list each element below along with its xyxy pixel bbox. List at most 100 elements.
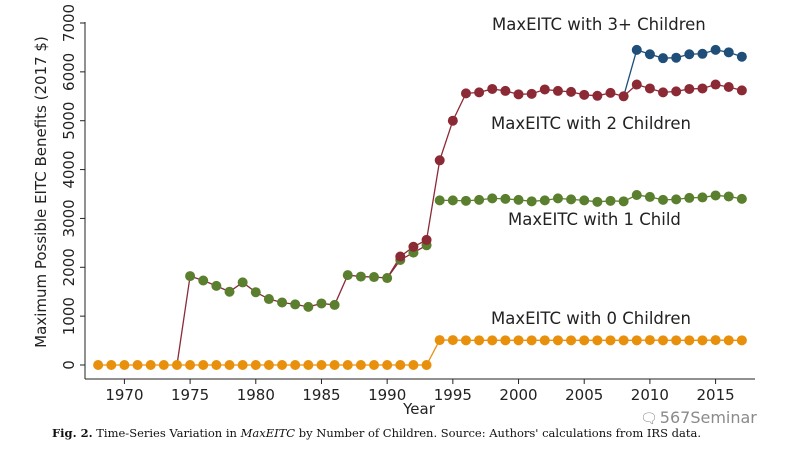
data-point [552,193,563,204]
data-point [552,85,563,96]
data-point [290,360,301,370]
x-tick-label: 2000 [499,386,537,404]
data-point [342,360,353,370]
data-point [658,194,669,205]
data-point [408,360,419,370]
data-point [592,90,603,101]
data-point [447,195,458,206]
data-point [684,83,695,94]
x-tick-label: 2010 [631,386,669,404]
data-point [447,115,458,126]
y-tick-label: 1000 [60,297,78,335]
data-point [631,44,642,55]
data-point [671,194,682,205]
x-tick-label: 1975 [171,386,209,404]
data-point [592,335,603,346]
data-point [329,299,340,310]
data-point [684,49,695,60]
watermark: 🗨 567Seminar [640,408,757,427]
data-point [671,52,682,63]
data-point [421,234,432,245]
wechat-icon: 🗨 [640,411,658,427]
data-point [566,86,577,97]
data-point [434,155,445,166]
series-labels: MaxEITC with 3+ Children MaxEITC with 2 … [491,15,706,328]
data-point [434,195,445,206]
data-point [198,275,209,286]
data-point [395,360,406,370]
data-point [237,277,248,288]
series-label-3plus: MaxEITC with 3+ Children [492,15,706,34]
data-point [736,51,747,62]
y-axis-title: Maximum Possible EITC Benefits (2017 $) [32,36,50,348]
data-point [224,360,235,370]
data-point [710,44,721,55]
x-tick-label: 1995 [434,386,472,404]
data-point [579,195,590,206]
data-point [605,87,616,98]
caption-italic: MaxEITC [240,426,296,440]
data-point [211,280,222,291]
data-point [723,191,734,202]
data-point [697,335,708,346]
data-point [605,335,616,346]
data-point [145,360,156,370]
data-point [277,360,288,370]
data-point [500,335,511,346]
y-tick-label: 3000 [60,199,78,237]
data-point [566,335,577,346]
data-point [526,88,537,99]
data-point [723,82,734,93]
data-point [618,91,629,102]
data-point [618,335,629,346]
data-point [487,335,498,346]
data-point [250,287,261,298]
data-point [539,335,550,346]
data-point [382,273,393,284]
data-point [736,193,747,204]
x-tick-label: 2015 [696,386,734,404]
caption-fig-label: Fig. 2. [52,426,93,440]
x-tick-label: 1980 [237,386,275,404]
figure-caption: Fig. 2. Time-Series Variation in MaxEITC… [52,426,792,440]
y-tick-label: 0 [60,360,78,370]
data-point [644,49,655,60]
data-point [369,272,380,283]
data-point [566,194,577,205]
data-point [303,301,314,312]
caption-text-after: by Number of Children. Source: Authors' … [295,426,701,440]
data-point [290,299,301,310]
data-point [644,83,655,94]
x-tick-label: 1985 [302,386,340,404]
data-point [185,360,196,370]
data-point [447,335,458,346]
data-point [513,335,524,346]
data-point [684,335,695,346]
watermark-text: 567Seminar [659,408,757,427]
data-point [697,83,708,94]
data-point [342,270,353,281]
series-line-maxeitc-with-3plus-children [623,49,743,97]
data-point [539,84,550,95]
data-point [723,335,734,346]
data-point [106,360,117,370]
data-point [671,335,682,346]
data-point [710,79,721,90]
data-point [658,335,669,346]
data-point [263,360,274,370]
data-point [369,360,380,370]
y-tick-label: 5000 [60,102,78,140]
data-point [552,335,563,346]
data-point [250,360,261,370]
data-point [224,286,235,297]
x-tick-label: 1970 [105,386,143,404]
series-line-maxeitc-with-1-child [176,244,427,366]
data-point [671,86,682,97]
data-point [631,79,642,90]
data-point [658,53,669,64]
data-point [513,89,524,100]
y-tick-label: 4000 [60,150,78,188]
data-point [631,335,642,346]
data-point [710,335,721,346]
data-point [644,335,655,346]
